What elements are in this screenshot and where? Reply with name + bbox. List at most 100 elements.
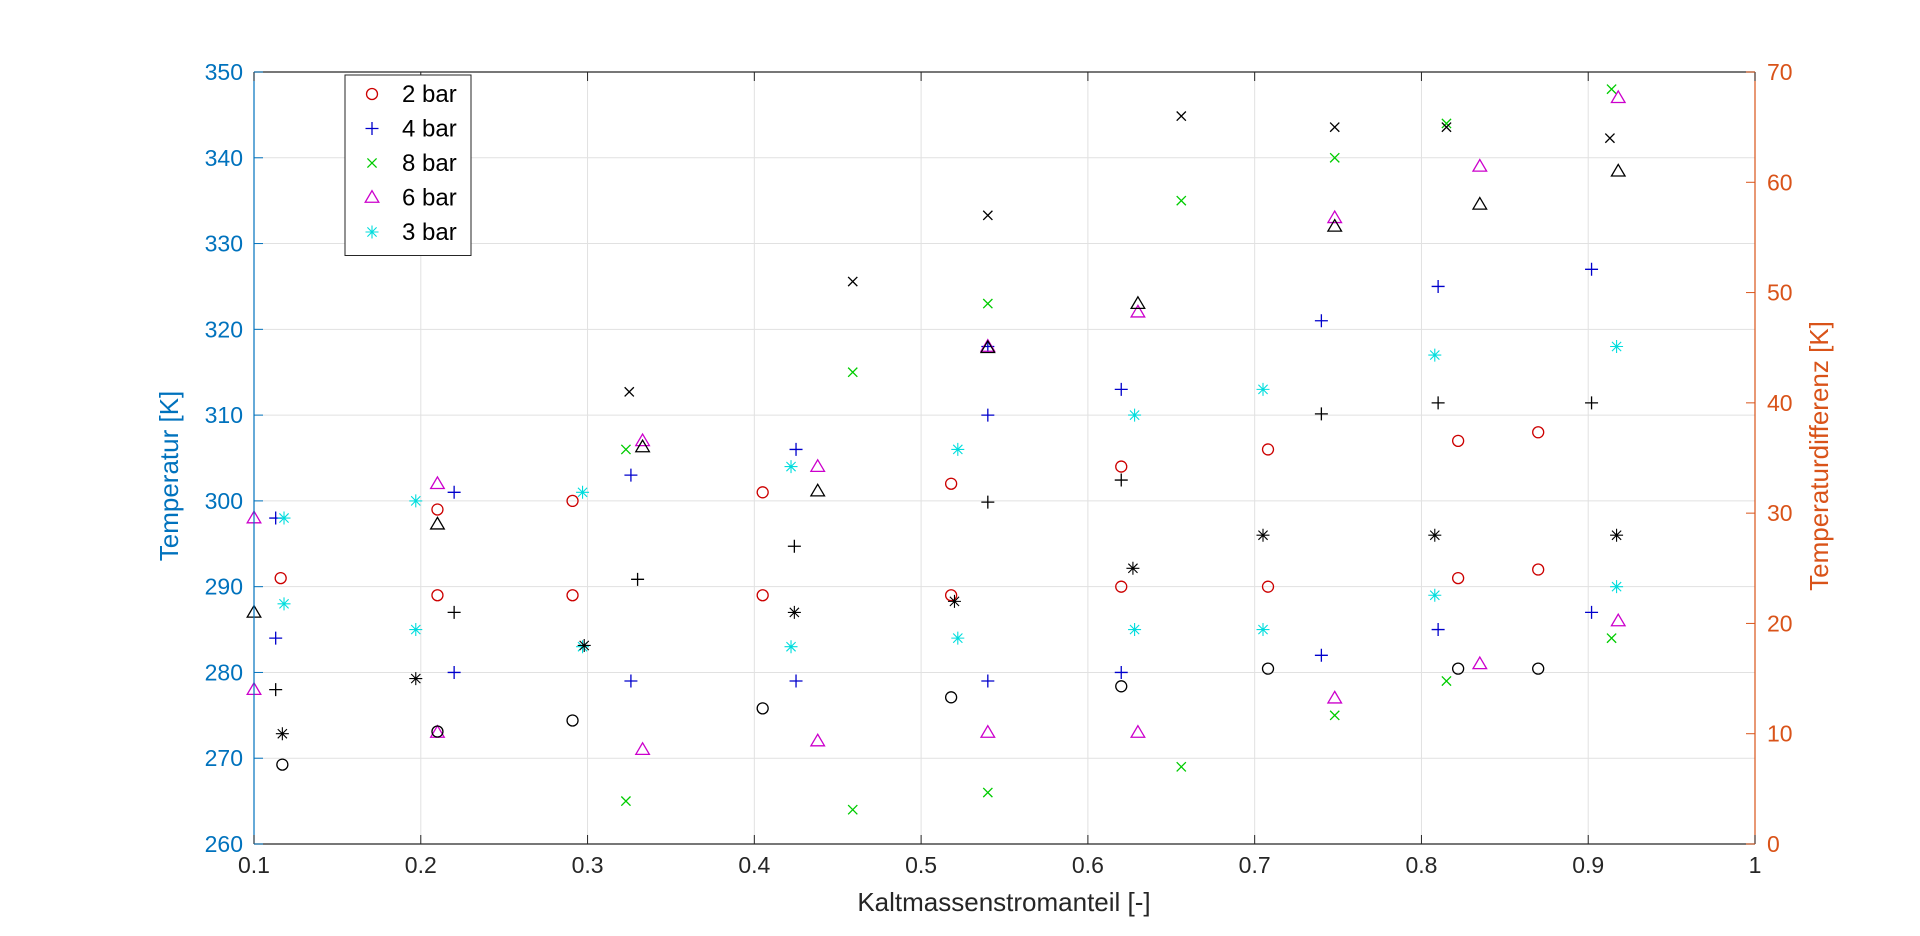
data-point <box>1532 662 1545 675</box>
x-tick-label: 1 <box>1749 852 1762 878</box>
legend-marker <box>365 225 379 239</box>
data-point <box>809 732 826 747</box>
data-point <box>429 724 446 738</box>
series-8-bar <box>620 84 1617 815</box>
data-point <box>566 494 579 508</box>
data-point <box>809 483 826 497</box>
left-tick-label: 310 <box>205 402 243 428</box>
right-tick-label: 20 <box>1767 610 1793 636</box>
series-diff-circle <box>276 662 1545 771</box>
data-point <box>275 727 289 741</box>
data-point <box>1610 580 1624 594</box>
data-point <box>1606 84 1617 95</box>
legend-label: 6 bar <box>402 185 457 212</box>
right-tick-label: 0 <box>1767 831 1780 857</box>
data-point <box>979 339 996 354</box>
left-tick-label: 320 <box>205 316 243 342</box>
right-tick-label: 40 <box>1767 390 1793 416</box>
data-point <box>944 691 958 704</box>
x-tick-label: 0.9 <box>1572 852 1604 878</box>
data-point <box>1129 304 1146 318</box>
data-point <box>1532 426 1545 439</box>
data-point <box>1471 196 1488 210</box>
left-tick-label: 270 <box>205 745 243 771</box>
data-point <box>269 683 283 697</box>
data-point <box>1451 662 1465 675</box>
data-point <box>1128 408 1142 422</box>
data-point <box>1326 690 1343 704</box>
data-point <box>847 804 858 815</box>
legend-marker <box>364 189 380 203</box>
data-point <box>429 475 446 490</box>
data-point <box>1176 761 1187 772</box>
data-point <box>1261 662 1275 675</box>
data-point <box>1610 612 1627 627</box>
data-point <box>1314 314 1328 328</box>
data-point <box>1261 443 1275 456</box>
data-point <box>634 741 651 756</box>
data-point <box>409 494 423 508</box>
data-point <box>1585 605 1599 619</box>
legend-marker <box>366 157 378 169</box>
data-point <box>431 503 444 516</box>
data-point <box>787 605 801 619</box>
data-point <box>277 511 291 525</box>
right-y-axis-label: Temperaturdifferenz [K] <box>1804 321 1834 591</box>
data-point <box>277 597 291 611</box>
legend-marker <box>365 122 379 135</box>
data-point <box>1428 528 1442 542</box>
data-point <box>1115 680 1128 693</box>
data-point <box>634 438 651 453</box>
series-diff-x <box>624 111 1615 397</box>
legend-box <box>344 74 472 256</box>
data-point <box>1114 382 1128 396</box>
data-point <box>1326 209 1343 224</box>
data-point <box>1606 633 1617 644</box>
x-tick-label: 0.8 <box>1405 852 1437 878</box>
data-point <box>1610 528 1624 542</box>
data-point <box>1261 580 1275 593</box>
data-point <box>979 724 996 738</box>
left-y-axis-label: Temperatur [K] <box>154 391 184 562</box>
data-point <box>631 572 645 586</box>
data-point <box>1585 262 1599 276</box>
data-point <box>947 594 961 608</box>
data-point <box>447 605 461 619</box>
x-tick-label: 0.3 <box>572 852 604 878</box>
data-point <box>1114 473 1128 487</box>
data-point <box>789 674 803 688</box>
data-point <box>1329 122 1340 133</box>
x-tick-label: 0.2 <box>405 852 437 878</box>
data-point <box>981 408 995 422</box>
data-point <box>789 442 803 456</box>
data-point <box>634 432 651 447</box>
left-tick-label: 350 <box>205 59 243 85</box>
data-point <box>620 796 631 807</box>
data-point <box>1114 665 1128 679</box>
legend-label: 3 bar <box>402 219 457 246</box>
data-point <box>1329 152 1340 163</box>
data-point <box>274 571 287 585</box>
data-point <box>1471 158 1488 172</box>
left-tick-label: 280 <box>205 659 243 685</box>
x-tick-label: 0.1 <box>238 852 270 878</box>
data-point <box>431 589 444 602</box>
data-point <box>784 460 798 474</box>
right-tick-label: 70 <box>1767 59 1793 85</box>
data-point <box>1441 675 1452 687</box>
data-point <box>787 539 801 553</box>
data-point <box>982 210 993 221</box>
left-tick-label: 260 <box>205 831 243 857</box>
x-tick-label: 0.5 <box>905 852 937 878</box>
legend-label: 4 bar <box>402 116 457 143</box>
data-point <box>431 725 444 738</box>
tick-labels: 0.1 0.2 0.3 0.4 0.5 0.6 0.7 0.8 0.9 1 260 270 280 290… <box>205 59 1793 878</box>
data-point <box>576 485 590 499</box>
data-point <box>1329 710 1340 721</box>
x-tick-label: 0.7 <box>1239 852 1271 878</box>
data-point <box>784 640 798 654</box>
right-tick-label: 50 <box>1767 280 1793 306</box>
data-point <box>566 714 579 727</box>
data-point <box>982 298 993 309</box>
data-point <box>1441 118 1452 129</box>
